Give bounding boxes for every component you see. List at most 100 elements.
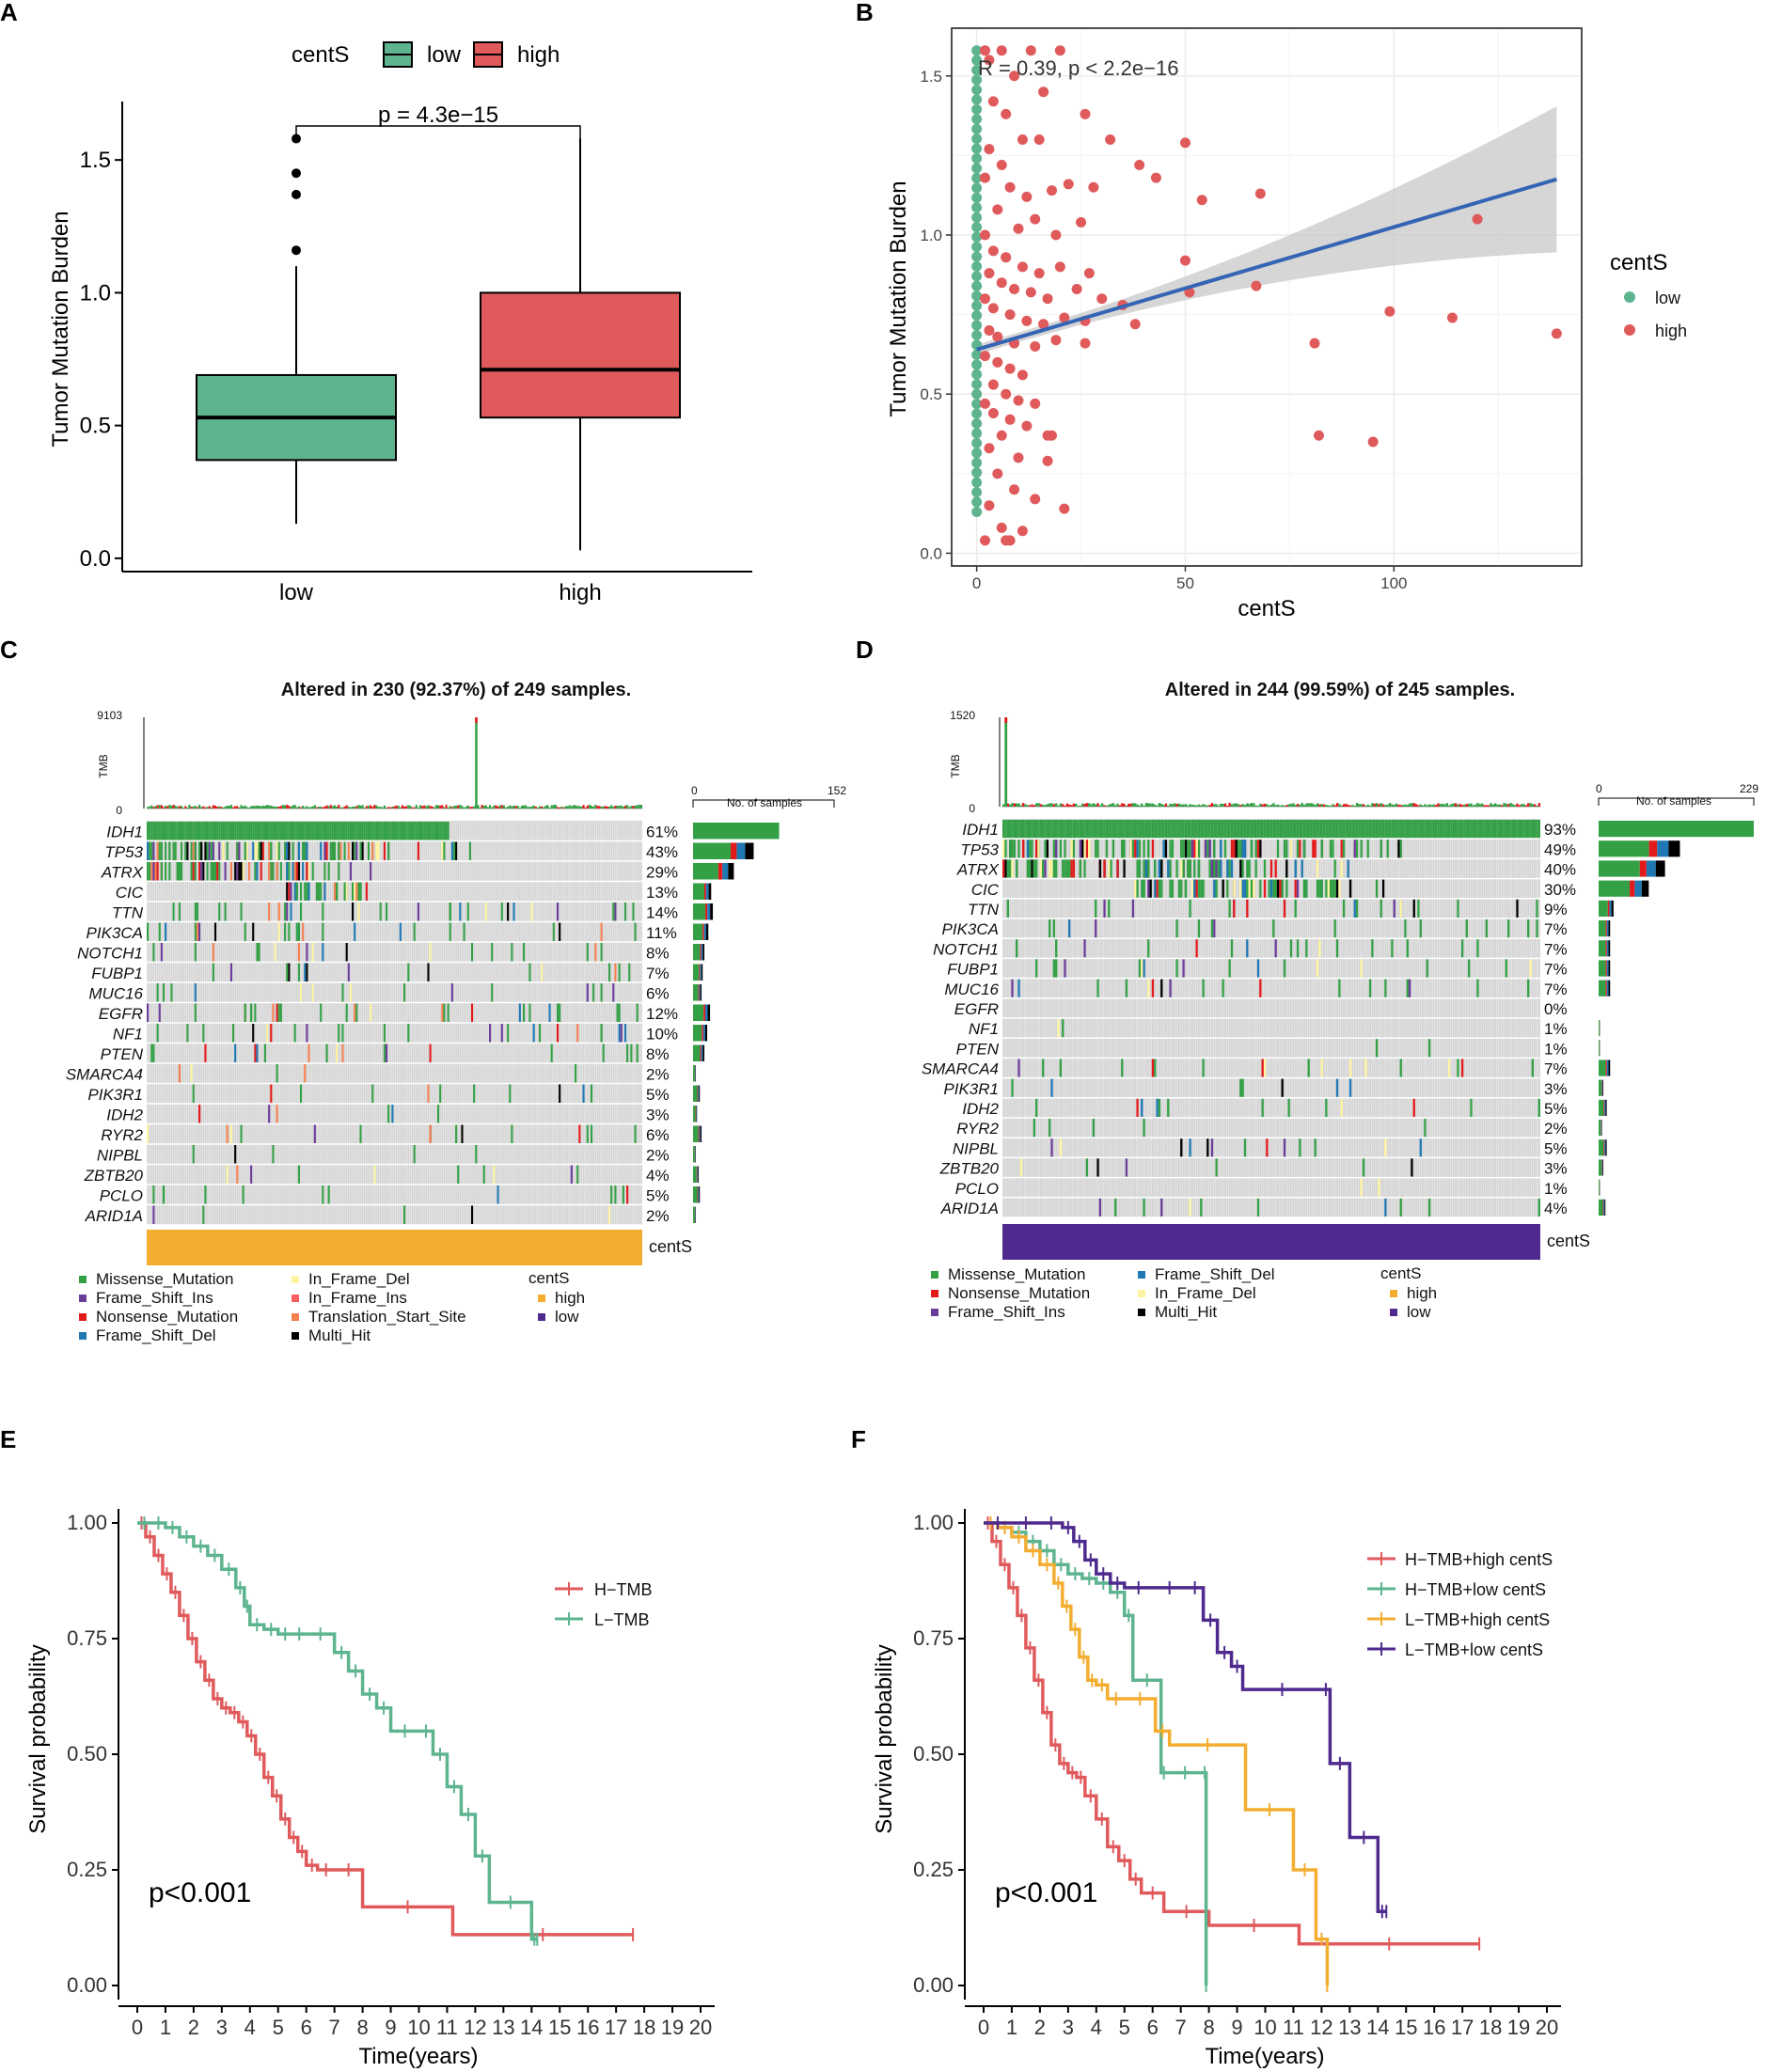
mutation-cell bbox=[1276, 879, 1280, 898]
mutation-cell bbox=[1380, 840, 1382, 858]
mutation-cell bbox=[443, 1003, 446, 1022]
samples-bar-segment bbox=[1646, 860, 1656, 877]
point-low bbox=[971, 202, 983, 213]
mutation-cell bbox=[284, 903, 287, 921]
tmb-bar bbox=[1215, 804, 1218, 807]
mutation-cell bbox=[559, 1084, 561, 1103]
mutation-cell bbox=[1169, 820, 1172, 839]
mutation-cell bbox=[507, 903, 510, 921]
samples-bar-segment bbox=[693, 1025, 702, 1042]
mutation-cell bbox=[383, 822, 386, 840]
mutation-cell bbox=[1129, 820, 1132, 839]
mutation-cell bbox=[1307, 1059, 1310, 1077]
mutation-cell bbox=[1243, 840, 1247, 858]
mutation-cell bbox=[192, 1084, 195, 1103]
tmb-bar bbox=[1537, 803, 1540, 807]
tmb-bar bbox=[502, 805, 505, 808]
tmb-bar bbox=[634, 806, 637, 808]
tmb-bar bbox=[1160, 803, 1163, 807]
samples-bar-segment bbox=[1609, 900, 1612, 917]
mutation-cell bbox=[1342, 820, 1346, 839]
samples-bar-segment bbox=[1599, 980, 1606, 997]
mutation-cell bbox=[1259, 840, 1262, 858]
tmb-bar bbox=[612, 806, 615, 808]
x-tick-label: 16 bbox=[576, 2016, 599, 2039]
mutation-cell bbox=[1470, 820, 1473, 839]
x-tick-label: 18 bbox=[1479, 2016, 1502, 2039]
tmb-bar bbox=[1437, 803, 1440, 807]
gene-percent: 40% bbox=[1544, 861, 1576, 879]
mutation-cell bbox=[150, 841, 153, 860]
tmb-bar bbox=[387, 807, 390, 808]
mutation-cell bbox=[500, 903, 503, 921]
mutation-cell bbox=[1285, 859, 1288, 878]
tmb-bar bbox=[473, 806, 476, 808]
mutation-cell bbox=[354, 1003, 356, 1022]
mutation-cell bbox=[162, 983, 166, 1002]
x-axis-label: centS bbox=[1238, 596, 1295, 621]
tmb-bar bbox=[592, 806, 595, 808]
mutation-cell bbox=[1103, 820, 1106, 839]
mutation-cell bbox=[413, 1145, 416, 1164]
tmb-bar bbox=[329, 805, 332, 808]
tmb-bar bbox=[1445, 803, 1448, 807]
mutation-cell bbox=[1083, 840, 1086, 858]
legend-swatch bbox=[79, 1313, 87, 1321]
mutation-cell bbox=[1180, 859, 1183, 878]
mutation-cell bbox=[1463, 820, 1466, 839]
mutation-cell bbox=[1162, 820, 1165, 839]
mutation-cell bbox=[1362, 820, 1365, 839]
mutation-cell bbox=[299, 1084, 303, 1103]
tmb-bar bbox=[1348, 805, 1352, 807]
mutation-cell bbox=[192, 1145, 195, 1164]
mutation-cell bbox=[1208, 820, 1211, 839]
legend-swatch bbox=[292, 1332, 299, 1340]
mutation-cell bbox=[149, 822, 151, 840]
tmb-bar bbox=[1463, 804, 1466, 807]
tmb-bar bbox=[1332, 804, 1334, 807]
mutation-cell bbox=[1083, 859, 1086, 878]
mutation-cell bbox=[320, 882, 323, 901]
mutation-cell bbox=[1180, 820, 1183, 839]
mutation-cell bbox=[582, 1084, 585, 1103]
mutation-cell bbox=[1143, 879, 1145, 898]
mutation-cell bbox=[244, 922, 246, 941]
mutation-cell bbox=[1483, 820, 1486, 839]
mutation-cell bbox=[260, 841, 262, 860]
mutation-cell bbox=[1493, 820, 1497, 839]
y-tick-label: 1.0 bbox=[80, 280, 111, 306]
mutation-cell bbox=[365, 822, 368, 840]
mutation-cell bbox=[1239, 820, 1242, 839]
mutation-cell bbox=[349, 862, 352, 881]
mutation-cell bbox=[1095, 899, 1097, 918]
mutation-cell bbox=[1046, 820, 1049, 839]
samples-bar-segment bbox=[697, 1166, 699, 1183]
mutation-cell bbox=[1121, 820, 1124, 839]
mutation-cell bbox=[441, 1003, 444, 1022]
samples-bar-segment bbox=[703, 1004, 706, 1021]
mutation-cell bbox=[1487, 820, 1490, 839]
samples-bar-segment bbox=[1606, 940, 1609, 957]
tmb-bar bbox=[1042, 805, 1045, 807]
mutation-cell bbox=[1329, 820, 1332, 839]
mutation-cell bbox=[1167, 820, 1170, 839]
mutation-cell bbox=[306, 882, 308, 901]
km-curve-3 bbox=[984, 1521, 1387, 1914]
mutation-cell bbox=[258, 943, 260, 962]
mutation-cell bbox=[1006, 820, 1010, 839]
tmb-bar bbox=[554, 805, 557, 808]
mutation-cell bbox=[188, 822, 191, 840]
mutation-cell bbox=[1220, 840, 1222, 858]
point-low bbox=[971, 300, 983, 311]
mutation-cell bbox=[311, 943, 314, 962]
tmb-bar bbox=[622, 807, 624, 808]
mutation-cell bbox=[216, 822, 219, 840]
mutation-cell bbox=[1189, 1198, 1191, 1217]
tmb-bar bbox=[1046, 804, 1049, 807]
tmb-bar bbox=[1259, 803, 1262, 807]
mutation-cell bbox=[297, 822, 300, 840]
mutation-cell bbox=[202, 1205, 205, 1224]
mutation-cell bbox=[1055, 959, 1058, 978]
panel-a-legend: centS low high bbox=[292, 41, 560, 68]
mutation-cell bbox=[245, 822, 248, 840]
